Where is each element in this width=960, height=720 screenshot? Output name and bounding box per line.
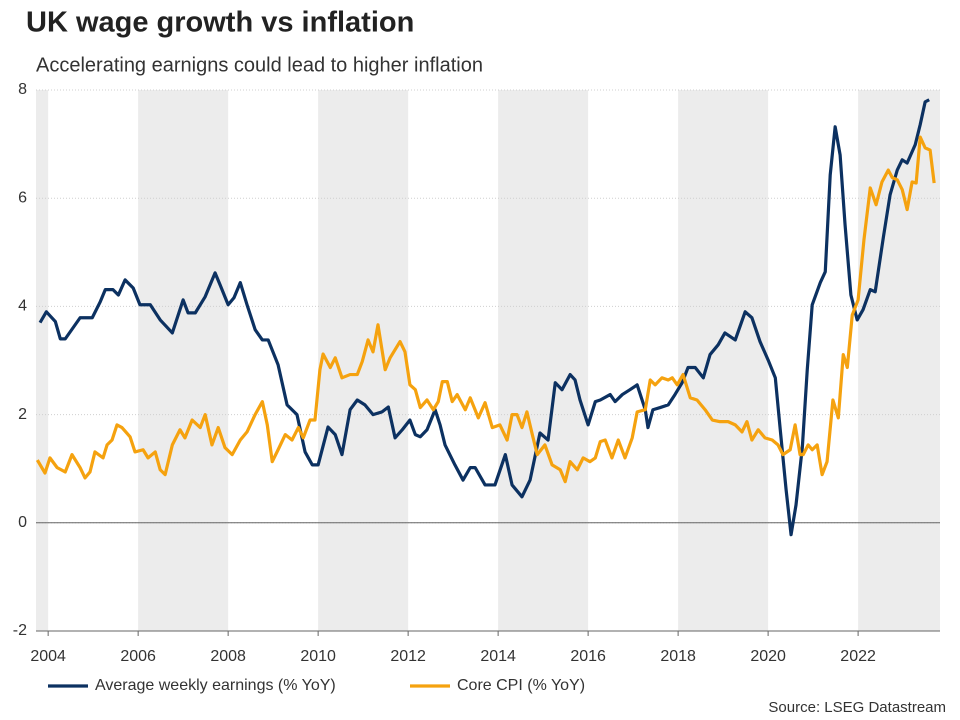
legend-label: Average weekly earnings (% YoY) [95, 677, 336, 694]
legend-label: Core CPI (% YoY) [457, 677, 585, 694]
chart-subtitle: Accelerating earnigns could lead to high… [36, 54, 483, 76]
x-tick-label: 2006 [120, 648, 156, 665]
y-tick-label: 0 [18, 514, 27, 531]
y-tick-label: 2 [18, 406, 27, 423]
series-line [35, 135, 936, 484]
band [138, 90, 229, 631]
x-tick-label: 2018 [660, 648, 696, 665]
y-tick-label: 4 [18, 298, 27, 315]
x-tick-label: 2016 [570, 648, 606, 665]
series-line [38, 98, 930, 537]
band [498, 90, 589, 631]
band [678, 90, 769, 631]
x-tick-label: 2012 [390, 648, 426, 665]
x-tick-label: 2020 [750, 648, 786, 665]
lines [35, 98, 936, 537]
source: Source: LSEG Datastream [768, 699, 946, 716]
x-tick-label: 2014 [480, 648, 516, 665]
x-tick-label: 2004 [30, 648, 66, 665]
chart-title: UK wage growth vs inflation [26, 7, 414, 39]
x-tick-label: 2010 [300, 648, 336, 665]
y-tick-label: 8 [18, 81, 27, 98]
band [36, 90, 49, 631]
bands [36, 90, 940, 631]
band [858, 90, 940, 631]
y-tick-label: 6 [18, 189, 27, 206]
y-tick-label: -2 [13, 622, 27, 639]
x-tick-label: 2022 [840, 648, 876, 665]
x-tick-label: 2008 [210, 648, 246, 665]
